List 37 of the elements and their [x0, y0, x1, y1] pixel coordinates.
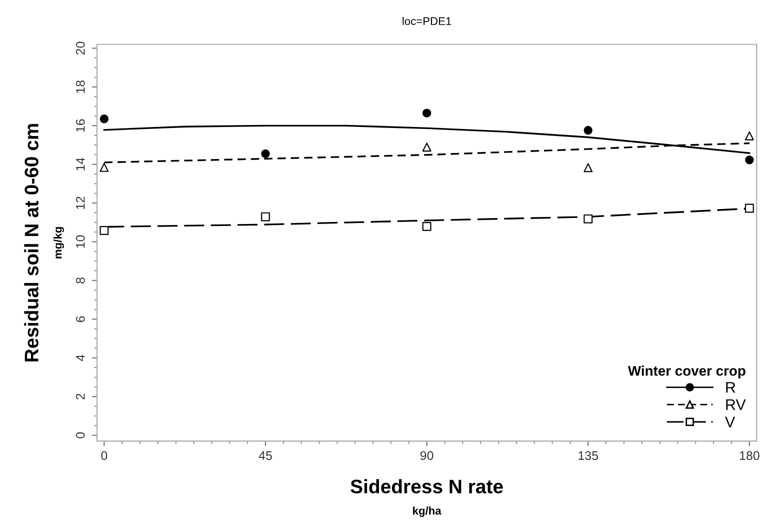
x-tick-label: 90	[420, 451, 434, 460]
y-tick-label: 16	[76, 119, 85, 132]
point	[584, 163, 593, 172]
x-tick-label: 45	[258, 451, 272, 460]
chart-title: loc=PDE1	[402, 16, 452, 26]
y-tick-label: 8	[76, 278, 85, 284]
y-tick-label: 10	[76, 235, 85, 248]
point	[744, 131, 754, 140]
x-tick-label: 135	[578, 451, 598, 460]
x-tick-label: 0	[101, 451, 108, 460]
legend-title: Winter cover crop	[628, 366, 746, 379]
point	[584, 126, 592, 135]
point	[745, 156, 754, 164]
point	[422, 142, 432, 152]
point	[422, 222, 432, 231]
point	[100, 226, 109, 236]
y-tick-label: 0	[76, 432, 85, 438]
y-tick-label: 18	[76, 80, 85, 93]
y-tick-label: 6	[76, 316, 85, 322]
point	[261, 212, 270, 222]
y-tick-label: 12	[76, 196, 85, 210]
legend-label: V	[725, 416, 736, 428]
y-tick-label: 14	[76, 158, 85, 170]
point	[744, 204, 754, 213]
point	[261, 149, 270, 158]
text: Residual soil N at 0-60 cm mg/kg	[24, 124, 64, 362]
x-tick-label: 180	[740, 451, 760, 460]
legend-label: RV	[726, 399, 746, 410]
point	[100, 114, 109, 124]
y-tick-label: 20	[76, 42, 85, 55]
text: Sidedress N rate kg/ha	[350, 479, 503, 517]
y-tick-label: 4	[76, 354, 85, 362]
point	[422, 108, 432, 118]
point	[100, 162, 109, 172]
point	[584, 214, 593, 224]
y-tick-label: 2	[76, 394, 85, 400]
legend-label: R	[726, 382, 736, 393]
